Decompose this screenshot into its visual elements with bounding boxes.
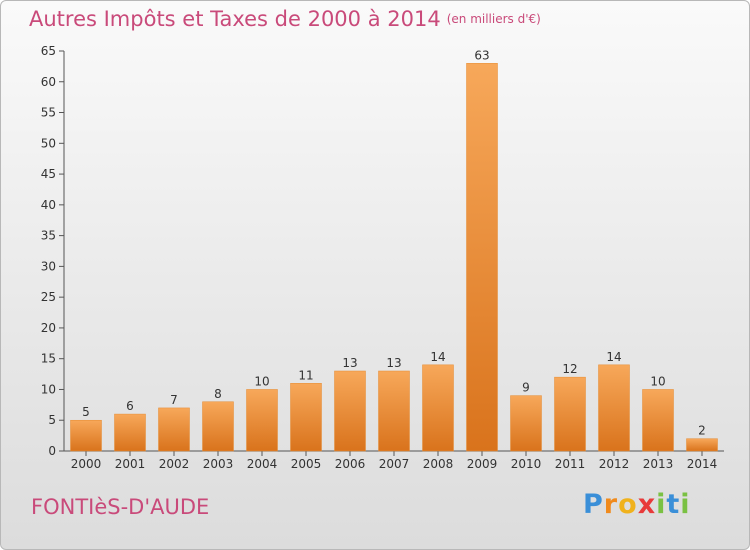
- y-tick-label: 15: [41, 352, 56, 366]
- x-tick-label: 2014: [687, 457, 718, 471]
- x-tick-label: 2011: [555, 457, 586, 471]
- x-tick-label: 2010: [511, 457, 542, 471]
- bar-2013: [642, 389, 674, 452]
- x-tick-label: 2004: [247, 457, 278, 471]
- bar-value-label: 11: [298, 368, 313, 382]
- y-tick-label: 50: [41, 136, 56, 150]
- bar-2010: [510, 395, 542, 452]
- bar-2000: [70, 419, 102, 452]
- x-tick-label: 2013: [643, 457, 674, 471]
- bar-value-label: 10: [254, 374, 269, 388]
- y-tick-label: 5: [48, 413, 56, 427]
- bar-2002: [158, 407, 190, 452]
- x-tick-label: 2009: [467, 457, 498, 471]
- y-tick-label: 25: [41, 290, 56, 304]
- y-tick-label: 40: [41, 198, 56, 212]
- bar-value-label: 10: [650, 374, 665, 388]
- bar-2012: [598, 364, 630, 452]
- logo-letter: i: [656, 489, 667, 520]
- logo-letter: t: [666, 489, 681, 520]
- bar-value-label: 2: [698, 424, 706, 438]
- x-tick-label: 2007: [379, 457, 410, 471]
- chart-title-text: Autres Impôts et Taxes de 2000 à 2014: [29, 7, 441, 31]
- bar-2008: [422, 364, 454, 452]
- bar-value-label: 9: [522, 381, 530, 395]
- bar-2001: [114, 413, 146, 452]
- chart-title: Autres Impôts et Taxes de 2000 à 2014 (en…: [29, 7, 541, 31]
- bar-2014: [686, 438, 718, 452]
- bar-2005: [290, 383, 322, 452]
- y-tick-label: 65: [41, 44, 56, 58]
- bar-value-label: 8: [214, 387, 222, 401]
- x-tick-label: 2003: [203, 457, 234, 471]
- x-tick-label: 2012: [599, 457, 630, 471]
- logo-letter: x: [637, 489, 657, 520]
- x-tick-label: 2001: [115, 457, 146, 471]
- x-tick-label: 2002: [159, 457, 190, 471]
- bar-2004: [246, 389, 278, 452]
- y-tick-label: 35: [41, 229, 56, 243]
- bar-value-label: 14: [606, 350, 621, 364]
- y-tick-label: 60: [41, 75, 56, 89]
- logo-letter: P: [583, 489, 604, 520]
- x-tick-label: 2006: [335, 457, 366, 471]
- bar-2009: [466, 63, 498, 452]
- y-tick-label: 10: [41, 382, 56, 396]
- bar-2007: [378, 370, 410, 452]
- bar-value-label: 13: [342, 356, 357, 370]
- bar-2003: [202, 401, 234, 452]
- proxiti-logo: Proxiti: [583, 489, 691, 520]
- y-tick-label: 55: [41, 106, 56, 120]
- bar-value-label: 12: [562, 362, 577, 376]
- bar-value-label: 7: [170, 393, 178, 407]
- y-tick-label: 30: [41, 259, 56, 273]
- y-tick-label: 20: [41, 321, 56, 335]
- commune-name: FONTIèS-D'AUDE: [31, 495, 210, 519]
- x-tick-label: 2008: [423, 457, 454, 471]
- x-tick-label: 2005: [291, 457, 322, 471]
- bar-2006: [334, 370, 366, 452]
- logo-letter: r: [603, 489, 619, 520]
- x-tick-label: 2000: [71, 457, 102, 471]
- bar-value-label: 5: [82, 405, 90, 419]
- bar-2011: [554, 376, 586, 452]
- y-tick-label: 0: [48, 444, 56, 458]
- logo-letter: o: [618, 489, 638, 520]
- bar-value-label: 13: [386, 356, 401, 370]
- y-tick-label: 45: [41, 167, 56, 181]
- chart-title-unit: (en milliers d'€): [446, 12, 541, 26]
- bar-value-label: 14: [430, 350, 445, 364]
- bar-value-label: 6: [126, 399, 134, 413]
- logo-letter: i: [680, 489, 691, 520]
- bar-value-label: 63: [474, 48, 489, 62]
